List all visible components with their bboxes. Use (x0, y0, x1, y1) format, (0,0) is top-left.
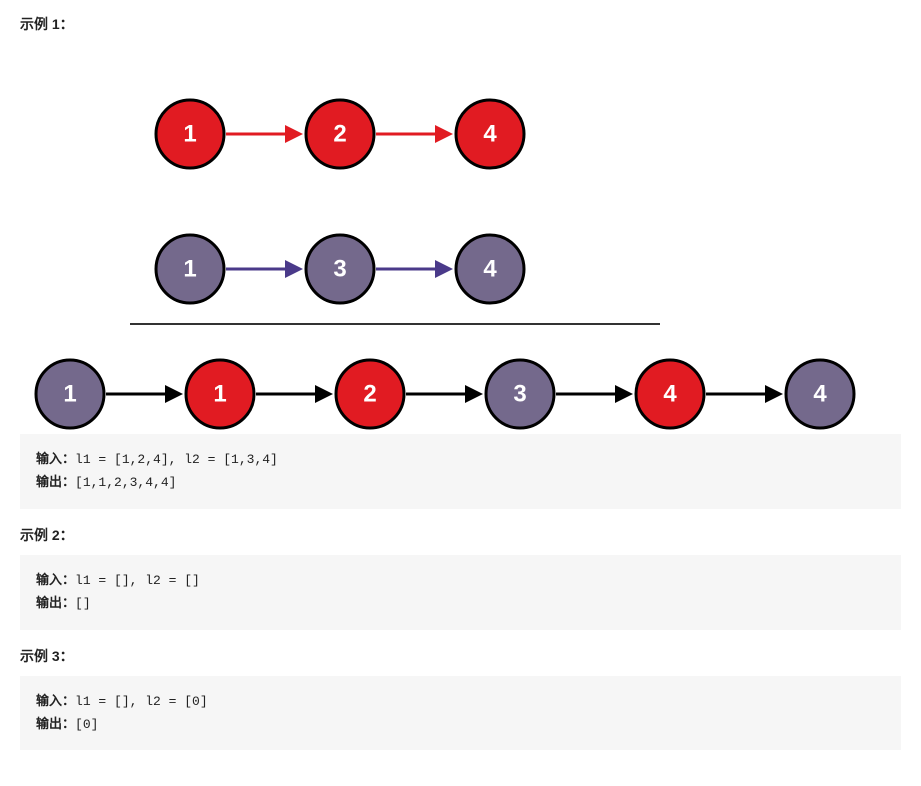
input-label: 输入： (36, 573, 75, 588)
svg-text:2: 2 (363, 381, 376, 408)
linked-list-diagram: 1 2 4 1 3 4 1 1 2 3 4 4 (20, 44, 901, 434)
svg-text:3: 3 (333, 256, 346, 283)
example-2-title: 示例 2： (20, 525, 901, 545)
svg-text:4: 4 (483, 121, 497, 148)
input-label: 输入： (36, 694, 75, 709)
svg-text:1: 1 (213, 381, 226, 408)
problem-examples: 示例 1： 124134112344 输入：l1 = [1,2,4], l2 =… (0, 0, 921, 786)
example-1-code: 输入：l1 = [1,2,4], l2 = [1,3,4]输出：[1,1,2,3… (20, 434, 901, 509)
example-3-title: 示例 3： (20, 646, 901, 666)
output-label: 输出： (36, 596, 75, 611)
svg-text:3: 3 (513, 381, 526, 408)
output-label: 输出： (36, 475, 75, 490)
output-text: [1,1,2,3,4,4] (75, 475, 176, 490)
output-text: [0] (75, 717, 98, 732)
svg-text:4: 4 (483, 256, 497, 283)
example-3-code: 输入：l1 = [], l2 = [0]输出：[0] (20, 676, 901, 751)
diagram-svg: 1 2 4 1 3 4 1 1 2 3 4 4 (20, 54, 900, 434)
example-1-title: 示例 1： (20, 14, 901, 34)
input-text: l1 = [], l2 = [] (75, 573, 200, 588)
input-label: 输入： (36, 452, 75, 467)
output-label: 输出： (36, 717, 75, 732)
input-text: l1 = [], l2 = [0] (75, 694, 208, 709)
example-2-code: 输入：l1 = [], l2 = []输出：[] (20, 555, 901, 630)
svg-text:1: 1 (63, 381, 76, 408)
svg-text:1: 1 (183, 256, 196, 283)
svg-text:4: 4 (813, 381, 827, 408)
svg-text:2: 2 (333, 121, 346, 148)
input-text: l1 = [1,2,4], l2 = [1,3,4] (75, 452, 278, 467)
output-text: [] (75, 596, 91, 611)
svg-text:1: 1 (183, 121, 196, 148)
svg-text:4: 4 (663, 381, 677, 408)
